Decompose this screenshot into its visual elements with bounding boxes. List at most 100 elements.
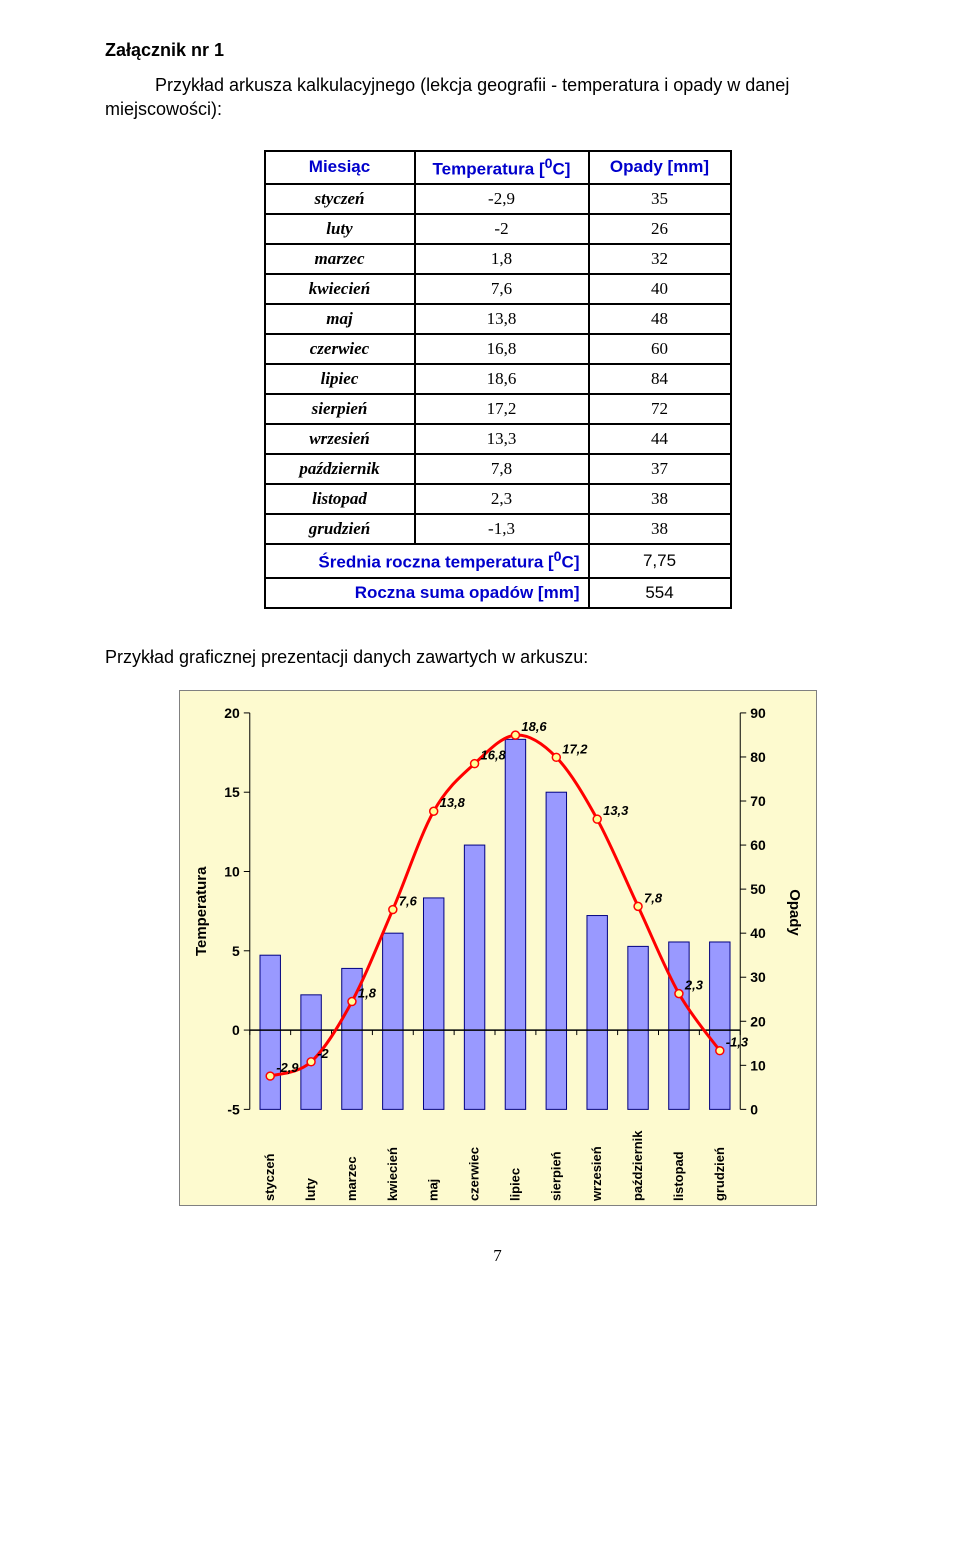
chart-intro: Przykład graficznej prezentacji danych z… (105, 647, 890, 668)
svg-text:20: 20 (224, 705, 240, 721)
th-temp-sup: 0 (545, 156, 553, 172)
th-temp-suffix: C] (553, 159, 571, 178)
table-row: lipiec18,684 (265, 364, 731, 394)
cell-temp: 16,8 (415, 334, 589, 364)
cell-month: sierpień (265, 394, 415, 424)
cell-temp: 13,8 (415, 304, 589, 334)
svg-text:1,8: 1,8 (357, 985, 376, 1000)
cell-opady: 40 (589, 274, 731, 304)
svg-text:marzec: marzec (343, 1156, 358, 1201)
cell-month: lipiec (265, 364, 415, 394)
svg-text:80: 80 (750, 749, 766, 765)
cell-opady: 26 (589, 214, 731, 244)
cell-month: czerwiec (265, 334, 415, 364)
svg-text:40: 40 (750, 925, 766, 941)
svg-text:7,6: 7,6 (398, 893, 417, 908)
table-row: marzec1,832 (265, 244, 731, 274)
avg-sup: 0 (554, 549, 562, 565)
svg-text:lipiec: lipiec (507, 1168, 522, 1201)
table-row: grudzień-1,338 (265, 514, 731, 544)
svg-text:luty: luty (303, 1177, 318, 1201)
table-row: kwiecień7,640 (265, 274, 731, 304)
cell-month: maj (265, 304, 415, 334)
svg-text:maj: maj (425, 1179, 440, 1201)
table-row: sierpień17,272 (265, 394, 731, 424)
attachment-title: Załącznik nr 1 (105, 40, 890, 61)
svg-text:czerwiec: czerwiec (466, 1147, 481, 1201)
cell-temp: -1,3 (415, 514, 589, 544)
cell-temp: 7,8 (415, 454, 589, 484)
svg-text:18,6: 18,6 (521, 719, 547, 734)
svg-text:30: 30 (750, 969, 766, 985)
avg-temp-label: Średnia roczna temperatura [0C] (265, 544, 589, 578)
svg-text:0: 0 (232, 1022, 240, 1038)
cell-month: styczeń (265, 184, 415, 214)
svg-text:70: 70 (750, 793, 766, 809)
sum-opady-label: Roczna suma opadów [mm] (265, 578, 589, 608)
cell-opady: 38 (589, 514, 731, 544)
svg-text:sierpień: sierpień (548, 1151, 563, 1201)
svg-text:listopad: listopad (670, 1151, 685, 1201)
cell-month: wrzesień (265, 424, 415, 454)
cell-opady: 32 (589, 244, 731, 274)
table-row: październik7,837 (265, 454, 731, 484)
cell-month: marzec (265, 244, 415, 274)
table-row: maj13,848 (265, 304, 731, 334)
cell-month: październik (265, 454, 415, 484)
svg-text:5: 5 (232, 943, 240, 959)
svg-text:60: 60 (750, 837, 766, 853)
svg-text:0: 0 (750, 1101, 758, 1117)
svg-text:17,2: 17,2 (562, 741, 588, 756)
table-row: luty-226 (265, 214, 731, 244)
th-temp: Temperatura [0C] (415, 151, 589, 185)
cell-temp: 1,8 (415, 244, 589, 274)
svg-text:50: 50 (750, 881, 766, 897)
cell-temp: -2 (415, 214, 589, 244)
avg-prefix: Średnia roczna temperatura [ (318, 553, 553, 572)
th-miesiac: Miesiąc (265, 151, 415, 185)
table-row: wrzesień13,344 (265, 424, 731, 454)
cell-month: listopad (265, 484, 415, 514)
avg-suffix: C] (562, 553, 580, 572)
svg-text:2,3: 2,3 (683, 978, 703, 993)
svg-text:10: 10 (224, 863, 240, 879)
cell-temp: 7,6 (415, 274, 589, 304)
svg-text:październik: październik (630, 1130, 645, 1201)
cell-month: grudzień (265, 514, 415, 544)
th-opady: Opady [mm] (589, 151, 731, 185)
svg-text:16,8: 16,8 (480, 748, 506, 763)
svg-text:-1,3: -1,3 (725, 1035, 748, 1050)
table-row: listopad2,338 (265, 484, 731, 514)
svg-text:-2: -2 (317, 1046, 329, 1061)
cell-opady: 60 (589, 334, 731, 364)
svg-text:grudzień: grudzień (711, 1147, 726, 1201)
cell-opady: 38 (589, 484, 731, 514)
svg-text:Temperatura: Temperatura (192, 866, 209, 956)
svg-text:styczeń: styczeń (262, 1153, 277, 1201)
svg-text:Opady: Opady (786, 889, 803, 936)
table-row: czerwiec16,860 (265, 334, 731, 364)
cell-opady: 48 (589, 304, 731, 334)
avg-temp-value: 7,75 (589, 544, 731, 578)
cell-month: kwiecień (265, 274, 415, 304)
cell-opady: 84 (589, 364, 731, 394)
svg-text:13,8: 13,8 (439, 795, 465, 810)
svg-text:-5: -5 (227, 1101, 240, 1117)
cell-temp: 18,6 (415, 364, 589, 394)
table-row: styczeń-2,935 (265, 184, 731, 214)
sum-opady-value: 554 (589, 578, 731, 608)
th-temp-prefix: Temperatura [ (433, 159, 545, 178)
svg-text:wrzesień: wrzesień (589, 1146, 604, 1202)
svg-text:90: 90 (750, 705, 766, 721)
climate-table: Miesiąc Temperatura [0C] Opady [mm] styc… (264, 150, 732, 609)
svg-text:15: 15 (224, 784, 240, 800)
svg-text:10: 10 (750, 1057, 766, 1073)
cell-temp: 17,2 (415, 394, 589, 424)
cell-opady: 72 (589, 394, 731, 424)
svg-text:20: 20 (750, 1013, 766, 1029)
svg-text:13,3: 13,3 (603, 803, 629, 818)
svg-text:kwiecień: kwiecień (384, 1147, 399, 1201)
cell-temp: 2,3 (415, 484, 589, 514)
cell-temp: -2,9 (415, 184, 589, 214)
intro-paragraph: Przykład arkusza kalkulacyjnego (lekcja … (105, 73, 890, 122)
